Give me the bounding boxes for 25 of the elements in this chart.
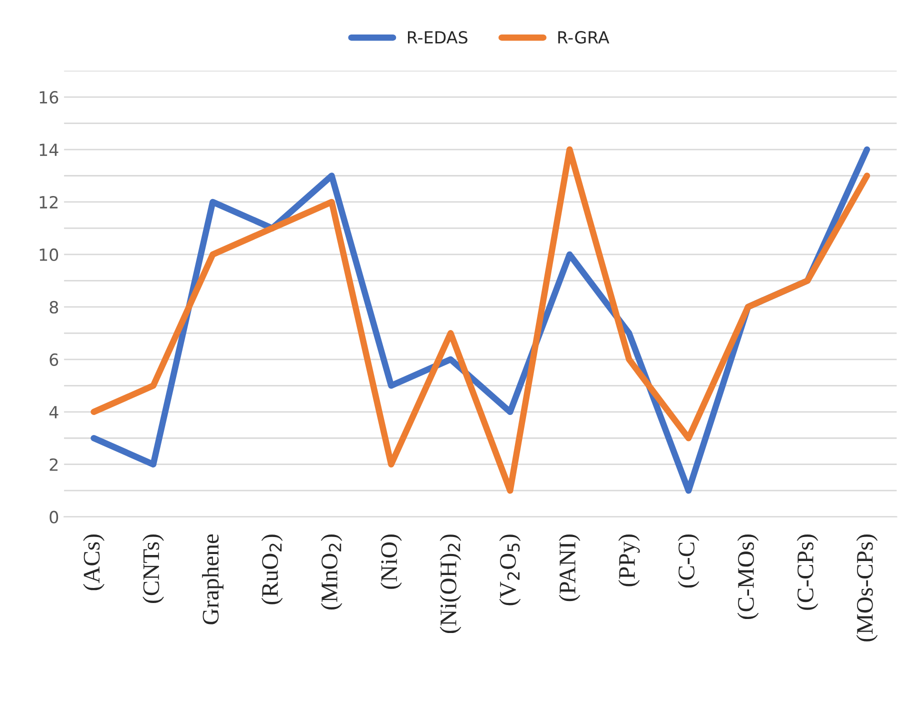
y-tick-label: 0 bbox=[50, 510, 58, 524]
x-tick-label: (PPy) bbox=[618, 534, 640, 586]
y-tick-label: 8 bbox=[50, 300, 58, 314]
y-tick-label: 2 bbox=[50, 458, 58, 471]
legend-label: R-EDAS bbox=[408, 31, 468, 44]
x-tick-label: (CNTs) bbox=[142, 534, 164, 603]
legend-label: R-GRA bbox=[558, 31, 610, 44]
x-tick-label: (C-MOs) bbox=[737, 534, 759, 620]
x-tick-label: Graphene bbox=[202, 534, 224, 624]
y-tick-label: 10 bbox=[40, 248, 58, 262]
x-tick-label: (Ni(OH)$_{2}$) bbox=[440, 534, 462, 634]
y-tick-label: 4 bbox=[49, 406, 58, 418]
x-tick-label: (C-C) bbox=[678, 534, 700, 588]
x-tick-label: (C-CPs) bbox=[796, 534, 818, 610]
x-tick-label: (MnO$_{2}$) bbox=[320, 534, 342, 610]
x-tick-label: (MOs-CPs) bbox=[856, 534, 878, 642]
y-tick-label: 16 bbox=[40, 91, 58, 104]
y-tick-label: 14 bbox=[40, 144, 58, 156]
x-tick-label: (RuO$_{2}$) bbox=[261, 534, 283, 604]
x-tick-label: (PANI) bbox=[558, 534, 580, 602]
y-tick-label: 12 bbox=[40, 196, 58, 208]
y-tick-label: 6 bbox=[50, 353, 58, 366]
x-tick-label: (ACs) bbox=[83, 534, 104, 590]
x-tick-label: (V$_{2}$O$_{5}$) bbox=[499, 534, 521, 606]
x-tick-label: (NiO) bbox=[380, 534, 402, 589]
